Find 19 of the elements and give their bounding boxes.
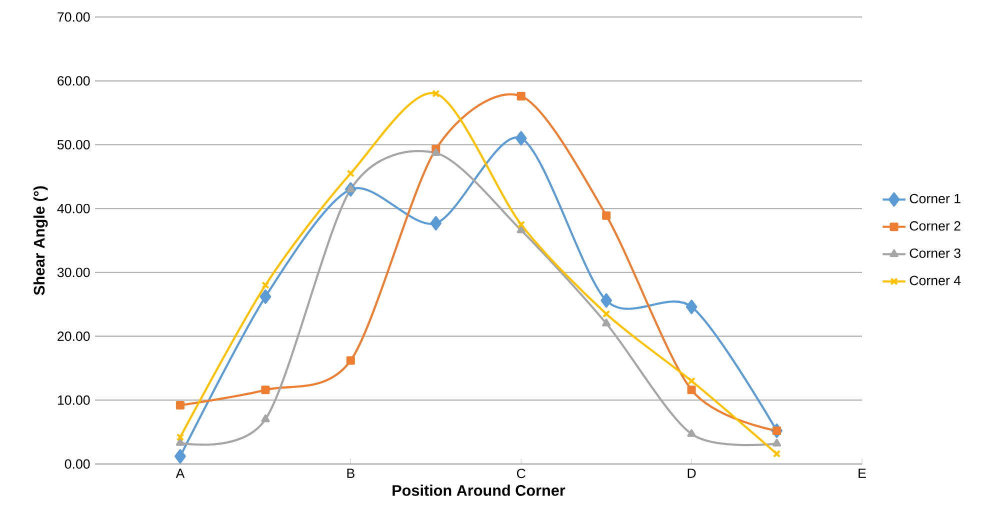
y-tick-label: 50.00 <box>57 140 90 150</box>
legend-label: Corner 4 <box>910 276 961 286</box>
legend-label: Corner 3 <box>910 248 960 258</box>
y-axis-title: Shear Angle (°) <box>33 186 48 296</box>
legend-label: Corner 2 <box>910 221 960 231</box>
x-tick-label: E <box>858 468 866 478</box>
y-tick-label: 20.00 <box>58 332 90 341</box>
y-tick-label: 0.00 <box>64 459 90 469</box>
x-tick-label: D <box>688 468 696 478</box>
y-tick-label: 30.00 <box>57 268 90 278</box>
x-axis-title: Position Around Corner <box>392 484 566 496</box>
x-tick-label: C <box>516 468 526 478</box>
y-tick-label: 40.00 <box>57 204 90 214</box>
y-tick-label: 70.00 <box>58 12 90 22</box>
y-tick-label: 60.00 <box>58 76 90 86</box>
x-tick-label: A <box>176 468 185 478</box>
x-tick-label: B <box>347 468 354 478</box>
y-tick-label: 10.00 <box>58 395 90 405</box>
legend-label: Corner 1 <box>910 194 960 204</box>
